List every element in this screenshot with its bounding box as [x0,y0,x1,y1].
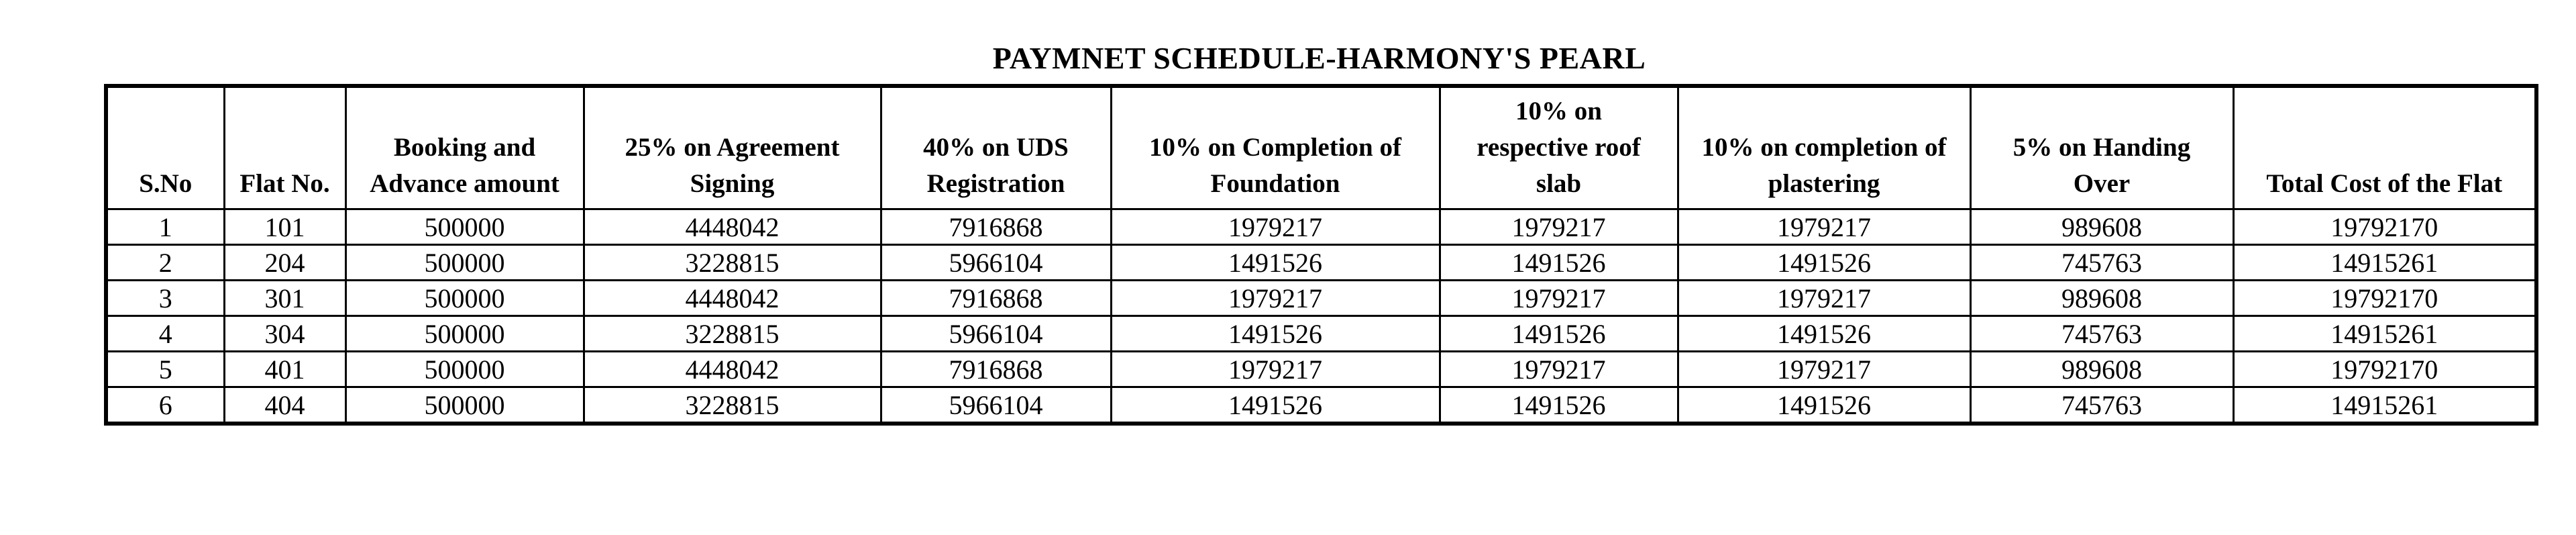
table-cell: 5 [105,350,225,389]
table-cell: 1979217 [1676,208,1972,246]
column-header-uds-registration: 40% on UDS Registration [879,85,1112,211]
table-row: 4 304 500000 3228815 5966104 1491526 149… [105,315,2538,353]
table-cell: 1491526 [1438,244,1679,282]
table-cell: 989608 [1969,279,2235,318]
table-row: 6 404 500000 3228815 5966104 1491526 149… [105,386,2538,425]
table-cell: 204 [223,244,347,282]
table-cell: 7916868 [879,350,1112,389]
table-cell: 404 [223,386,347,425]
table-row: 2 204 500000 3228815 5966104 1491526 149… [105,244,2538,282]
table-cell: 500000 [344,386,585,425]
table-cell: 3228815 [582,244,882,282]
table-cell: 1491526 [1438,386,1679,425]
table-cell: 1979217 [1110,279,1441,318]
table-cell: 1979217 [1676,350,1972,389]
table-cell: 745763 [1969,386,2235,425]
table-cell: 989608 [1969,350,2235,389]
column-header-handing-over: 5% on Handing Over [1969,85,2235,211]
table-cell: 7916868 [879,208,1112,246]
table-cell: 3 [105,279,225,318]
table-cell: 19792170 [2232,350,2538,389]
table-cell: 1491526 [1110,244,1441,282]
table-cell: 4448042 [582,208,882,246]
table-cell: 1979217 [1110,350,1441,389]
table-cell: 101 [223,208,347,246]
table-cell: 304 [223,315,347,353]
page-title: PAYMNET SCHEDULE-HARMONY'S PEARL [992,41,1646,75]
table-cell: 1979217 [1438,350,1679,389]
column-header-total-cost: Total Cost of the Flat [2232,85,2538,211]
column-header-agreement-signing: 25% on Agreement Signing [582,85,882,211]
payment-schedule-table: S.No Flat No. Booking and Advance amount… [104,84,2538,426]
table-cell: 500000 [344,350,585,389]
table-cell: 1979217 [1110,208,1441,246]
table-row: 5 401 500000 4448042 7916868 1979217 197… [105,350,2538,389]
table-cell: 4448042 [582,350,882,389]
table-cell: 14915261 [2232,386,2538,425]
table-cell: 1491526 [1676,244,1972,282]
table-cell: 4 [105,315,225,353]
table-cell: 5966104 [879,315,1112,353]
table-cell: 1 [105,208,225,246]
table-cell: 1491526 [1110,315,1441,353]
table-cell: 1491526 [1676,315,1972,353]
table-cell: 1979217 [1676,279,1972,318]
table-cell: 2 [105,244,225,282]
column-header-booking-advance: Booking and Advance amount [344,85,585,211]
table-cell: 19792170 [2232,208,2538,246]
table-cell: 14915261 [2232,244,2538,282]
table-cell: 745763 [1969,315,2235,353]
column-header-roof-slab: 10% on respective roof slab [1438,85,1679,211]
table-cell: 1491526 [1438,315,1679,353]
table-cell: 3228815 [582,315,882,353]
table-cell: 7916868 [879,279,1112,318]
column-header-plastering: 10% on completion of plastering [1676,85,1972,211]
table-cell: 401 [223,350,347,389]
table-cell: 500000 [344,315,585,353]
table-cell: 19792170 [2232,279,2538,318]
table-row: 3 301 500000 4448042 7916868 1979217 197… [105,279,2538,318]
column-header-flat-no: Flat No. [223,85,347,211]
table-cell: 6 [105,386,225,425]
table-cell: 500000 [344,279,585,318]
table-cell: 1979217 [1438,279,1679,318]
table-cell: 5966104 [879,244,1112,282]
table-cell: 5966104 [879,386,1112,425]
column-header-sno: S.No [105,85,225,211]
table-cell: 1491526 [1110,386,1441,425]
table-cell: 301 [223,279,347,318]
table-cell: 14915261 [2232,315,2538,353]
table-row: 1 101 500000 4448042 7916868 1979217 197… [105,208,2538,246]
header-row: S.No Flat No. Booking and Advance amount… [105,85,2538,211]
table-cell: 4448042 [582,279,882,318]
table-cell: 1979217 [1438,208,1679,246]
table-cell: 500000 [344,244,585,282]
table-cell: 989608 [1969,208,2235,246]
table-cell: 1491526 [1676,386,1972,425]
column-header-foundation: 10% on Completion of Foundation [1110,85,1441,211]
table-cell: 3228815 [582,386,882,425]
table-cell: 745763 [1969,244,2235,282]
table-cell: 500000 [344,208,585,246]
